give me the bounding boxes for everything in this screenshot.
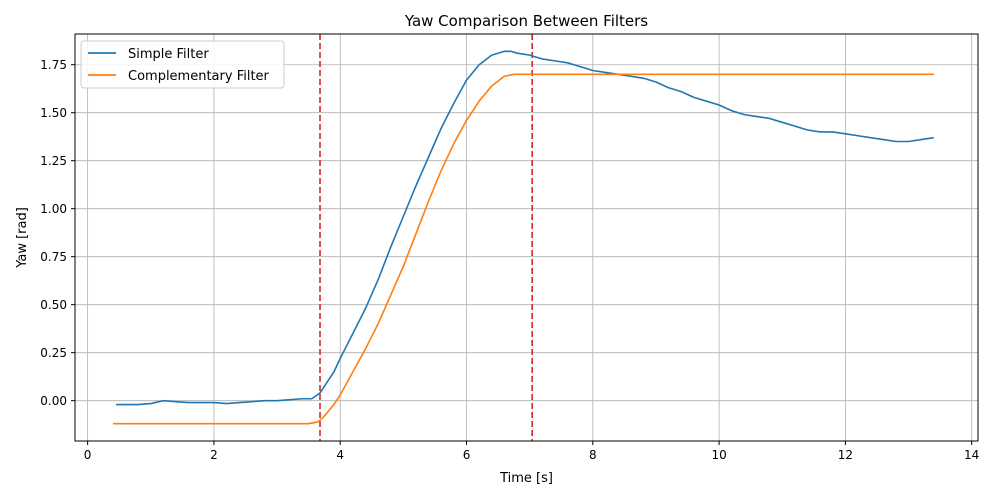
y-tick-label: 1.50 — [40, 106, 67, 120]
legend: Simple Filter Complementary Filter — [80, 40, 285, 89]
y-tick-label: 0.75 — [40, 250, 67, 264]
reference-lines — [319, 34, 533, 441]
x-tick-label: 12 — [838, 448, 853, 462]
legend-label-simple-filter: Simple Filter — [128, 47, 209, 62]
x-tick-label: 10 — [711, 448, 726, 462]
axis-ticks: 0 2 4 6 8 10 12 14 0.00 0.25 0.50 0.75 1.00 1.25 1.50 1… — [40, 58, 979, 462]
y-tick-label: 0.00 — [40, 394, 67, 408]
series-line-simple-filter — [116, 50, 934, 406]
y-tick-label: 0.25 — [40, 346, 67, 360]
series-lines — [112, 50, 934, 425]
plot-frame — [74, 33, 979, 442]
x-tick-label: 14 — [964, 448, 979, 462]
legend-box — [80, 40, 285, 89]
chart-title: Yaw Comparison Between Filters — [404, 12, 648, 30]
y-tick-label: 0.50 — [40, 298, 67, 312]
series-line-complementary-filter — [112, 73, 934, 425]
x-tick-label: 2 — [210, 448, 218, 462]
x-axis-label: Time [s] — [499, 471, 553, 486]
y-tick-label: 1.25 — [40, 154, 67, 168]
y-tick-label: 1.75 — [40, 58, 67, 72]
x-tick-label: 4 — [336, 448, 344, 462]
x-tick-label: 8 — [589, 448, 597, 462]
legend-label-complementary-filter: Complementary Filter — [128, 69, 270, 84]
x-tick-label: 0 — [84, 448, 92, 462]
grid — [75, 34, 978, 441]
y-tick-label: 1.00 — [40, 202, 67, 216]
y-axis-label: Yaw [rad] — [15, 207, 30, 269]
x-tick-label: 6 — [463, 448, 471, 462]
